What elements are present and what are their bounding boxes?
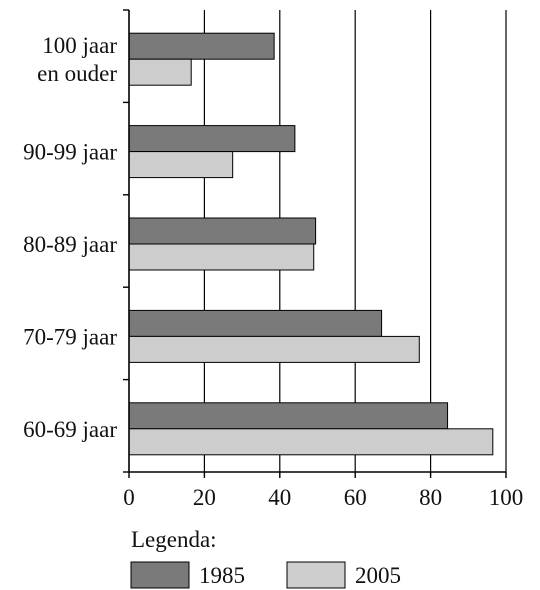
- bar-1985-3: [129, 310, 382, 336]
- legend-label-1985: 1985: [199, 563, 245, 588]
- category-label-4: 60-69 jaar: [23, 417, 117, 442]
- bar-2005-3: [129, 336, 419, 362]
- category-label-0-line0: 100 jaar: [42, 33, 117, 58]
- category-label-3: 70-79 jaar: [23, 324, 117, 349]
- bar-2005-0: [129, 59, 191, 85]
- bar-1985-2: [129, 218, 316, 244]
- bar-2005-4: [129, 429, 493, 455]
- x-tick-label-20: 20: [193, 485, 216, 510]
- legend-swatch-2005: [287, 562, 345, 588]
- x-tick-label-80: 80: [419, 485, 442, 510]
- x-tick-label-100: 100: [489, 485, 524, 510]
- category-labels: 100 jaar en ouder 90-99 jaar 80-89 jaar 70-7…: [23, 33, 117, 442]
- legend-label-2005: 2005: [355, 563, 401, 588]
- legend: Legenda: 1985 2005: [131, 527, 401, 588]
- bars: [129, 33, 493, 455]
- legend-swatch-1985: [131, 562, 189, 588]
- legend-title: Legenda:: [131, 527, 217, 552]
- category-label-0-line1: en ouder: [37, 61, 117, 86]
- x-tick-label-60: 60: [344, 485, 367, 510]
- bar-1985-0: [129, 33, 274, 59]
- bar-1985-4: [129, 403, 448, 429]
- bar-2005-2: [129, 244, 314, 270]
- bar-1985-1: [129, 126, 295, 152]
- x-tick-label-40: 40: [268, 485, 291, 510]
- bar-2005-1: [129, 152, 233, 178]
- x-tick-label-0: 0: [123, 485, 135, 510]
- category-label-1: 90-99 jaar: [23, 140, 117, 165]
- x-tick-labels: 0 20 40 60 80 100: [123, 485, 523, 510]
- category-label-2: 80-89 jaar: [23, 232, 117, 257]
